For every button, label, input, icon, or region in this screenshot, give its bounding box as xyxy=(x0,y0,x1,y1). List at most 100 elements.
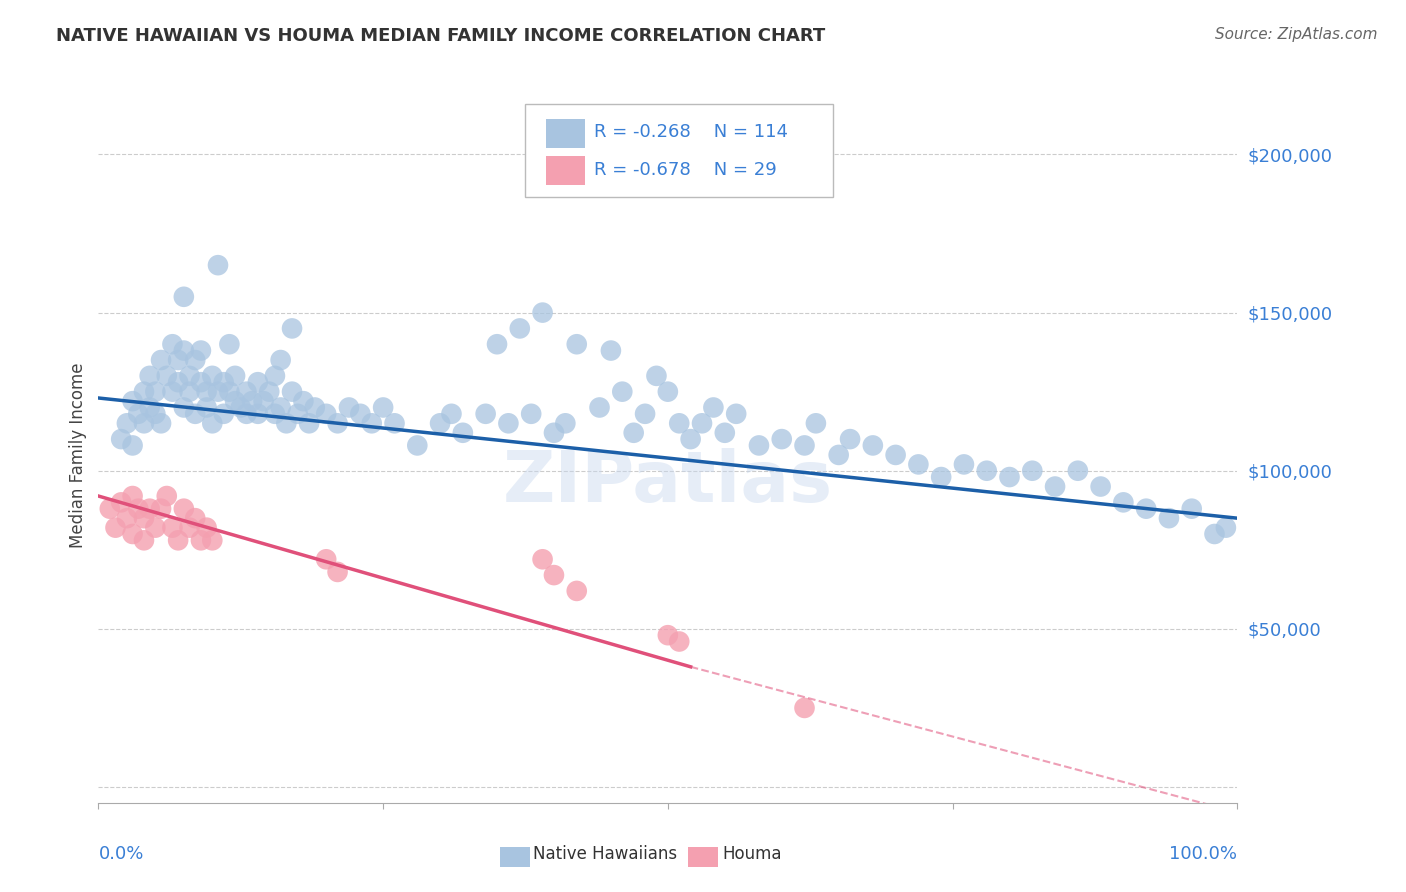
Text: 0.0%: 0.0% xyxy=(98,845,143,863)
Point xyxy=(612,384,634,399)
Text: R = -0.268    N = 114: R = -0.268 N = 114 xyxy=(593,123,787,141)
Point xyxy=(246,407,269,421)
Point xyxy=(167,375,190,389)
FancyBboxPatch shape xyxy=(546,119,585,148)
Point xyxy=(121,527,143,541)
Point xyxy=(1043,479,1066,493)
Point xyxy=(1021,464,1043,478)
Point xyxy=(668,417,690,431)
Point xyxy=(1204,527,1226,541)
Point xyxy=(600,343,623,358)
Point xyxy=(543,425,565,440)
Point xyxy=(270,401,292,415)
Point xyxy=(150,501,173,516)
Point xyxy=(150,417,173,431)
Point xyxy=(173,343,195,358)
Point xyxy=(115,417,138,431)
Point xyxy=(190,533,212,548)
Point xyxy=(976,464,998,478)
Point xyxy=(167,353,190,368)
Point xyxy=(828,448,851,462)
Text: NATIVE HAWAIIAN VS HOUMA MEDIAN FAMILY INCOME CORRELATION CHART: NATIVE HAWAIIAN VS HOUMA MEDIAN FAMILY I… xyxy=(56,27,825,45)
Point xyxy=(127,407,149,421)
Point xyxy=(725,407,748,421)
Point xyxy=(184,511,207,525)
Point xyxy=(212,375,235,389)
Point xyxy=(839,432,862,446)
Point xyxy=(498,417,520,431)
Point xyxy=(531,305,554,319)
Point xyxy=(315,552,337,566)
Point xyxy=(110,495,132,509)
Point xyxy=(1215,521,1237,535)
Point xyxy=(276,417,298,431)
Point xyxy=(337,401,360,415)
Point xyxy=(145,384,167,399)
Point xyxy=(138,368,160,383)
Point xyxy=(224,368,246,383)
Point xyxy=(212,407,235,421)
Point xyxy=(862,438,884,452)
Point xyxy=(474,407,496,421)
Point xyxy=(565,337,588,351)
Point xyxy=(235,384,257,399)
Point xyxy=(190,375,212,389)
Point xyxy=(953,458,976,472)
Point xyxy=(793,438,815,452)
Point xyxy=(304,401,326,415)
Point xyxy=(121,438,143,452)
Point xyxy=(929,470,952,484)
Point xyxy=(1067,464,1090,478)
Point xyxy=(264,407,287,421)
Point xyxy=(218,384,240,399)
Point xyxy=(509,321,531,335)
Point xyxy=(150,353,173,368)
Point xyxy=(1090,479,1112,493)
Point xyxy=(201,368,224,383)
Point xyxy=(229,401,252,415)
Point xyxy=(240,394,263,409)
Point xyxy=(201,533,224,548)
Point xyxy=(1157,511,1180,525)
Point xyxy=(793,701,815,715)
Point xyxy=(145,407,167,421)
Point xyxy=(634,407,657,421)
Point xyxy=(252,394,274,409)
Point xyxy=(98,501,121,516)
Point xyxy=(138,501,160,516)
Point xyxy=(281,384,304,399)
Point xyxy=(326,565,349,579)
Text: Native Hawaiians: Native Hawaiians xyxy=(533,845,678,863)
Point xyxy=(748,438,770,452)
Point xyxy=(195,401,218,415)
Point xyxy=(259,384,281,399)
Point xyxy=(104,521,127,535)
Point xyxy=(184,353,207,368)
Point xyxy=(406,438,429,452)
Point xyxy=(451,425,474,440)
Point xyxy=(623,425,645,440)
Point xyxy=(195,521,218,535)
Point xyxy=(714,425,737,440)
Point xyxy=(132,533,155,548)
Point xyxy=(486,337,509,351)
Point xyxy=(218,337,240,351)
Point xyxy=(804,417,827,431)
Point xyxy=(657,384,679,399)
Point xyxy=(281,321,304,335)
Point xyxy=(588,401,610,415)
Point xyxy=(235,407,257,421)
Point xyxy=(201,417,224,431)
Point xyxy=(132,384,155,399)
Text: Source: ZipAtlas.com: Source: ZipAtlas.com xyxy=(1215,27,1378,42)
Point xyxy=(156,489,179,503)
Point xyxy=(121,394,143,409)
Text: 100.0%: 100.0% xyxy=(1170,845,1237,863)
Point xyxy=(121,489,143,503)
Point xyxy=(1135,501,1157,516)
Point xyxy=(184,407,207,421)
Point xyxy=(298,417,321,431)
Point xyxy=(1112,495,1135,509)
Point xyxy=(190,343,212,358)
Point xyxy=(429,417,451,431)
